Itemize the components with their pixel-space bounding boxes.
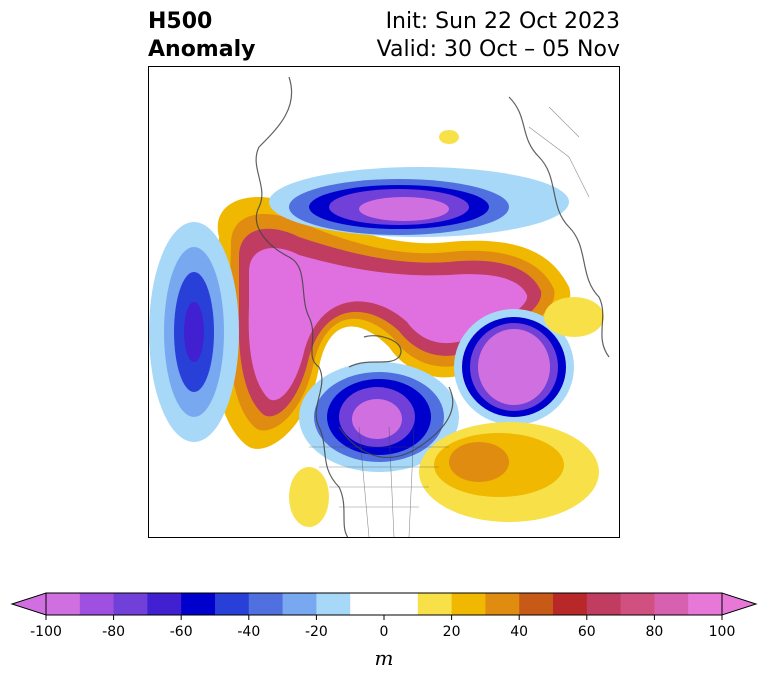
colorbar-tick-label: 100 xyxy=(708,624,736,640)
colorbar-tick-label: -40 xyxy=(237,624,261,640)
valid-range: Valid: 30 Oct – 05 Nov xyxy=(376,37,620,62)
colorbar-segment xyxy=(113,593,148,615)
arctic-ridge xyxy=(212,197,571,449)
colorbar-segments xyxy=(10,592,758,616)
colorbar-ticks xyxy=(45,615,723,620)
colorbar-tick-label: -20 xyxy=(304,624,328,640)
colorbar-segment xyxy=(282,593,317,615)
borders xyxy=(309,106,590,537)
atlantic-ridge xyxy=(289,130,604,527)
colorbar-segment xyxy=(519,593,554,615)
colorbar-under-triangle xyxy=(10,592,47,616)
anomaly-map xyxy=(148,66,620,538)
pacific-trough xyxy=(149,222,239,442)
colorbar-segment xyxy=(553,593,588,615)
colorbar-tick-label: -100 xyxy=(30,624,62,640)
colorbar-segment xyxy=(620,593,655,615)
colorbar-tick-label: 20 xyxy=(442,624,461,640)
map-dates: Init: Sun 22 Oct 2023 Valid: 30 Oct – 05… xyxy=(377,8,620,64)
colorbar-tick-label: 60 xyxy=(577,624,596,640)
colorbar-unit-label: m xyxy=(374,646,394,670)
colorbar-segment xyxy=(350,593,419,615)
init-date: Init: Sun 22 Oct 2023 xyxy=(385,9,620,34)
colorbar-tick-label: 0 xyxy=(379,624,389,640)
colorbar-segment xyxy=(654,593,689,615)
hudson-bay-trough xyxy=(269,167,569,237)
colorbar-segment xyxy=(586,593,622,615)
colorbar-segment xyxy=(417,593,453,615)
colorbar-tick-label: -60 xyxy=(169,624,193,640)
colorbar-segment xyxy=(316,593,351,615)
eastern-us-trough xyxy=(299,362,459,472)
north-atlantic-trough xyxy=(454,309,574,425)
title-type: Anomaly xyxy=(148,37,256,62)
map-canvas xyxy=(149,76,610,537)
colorbar-tick-label: 40 xyxy=(510,624,529,640)
colorbar-segment xyxy=(248,593,284,615)
colorbar-segment xyxy=(451,593,486,615)
colorbar-tick-label: -80 xyxy=(102,624,126,640)
colorbar xyxy=(10,592,758,620)
map-title: H500 Anomaly xyxy=(148,8,255,64)
colorbar-segment xyxy=(46,593,81,615)
colorbar-segment xyxy=(147,593,182,615)
colorbar-segment xyxy=(181,593,216,615)
title-variable: H500 xyxy=(148,9,213,34)
colorbar-segment xyxy=(79,593,115,615)
colorbar-segment xyxy=(485,593,520,615)
colorbar-segment xyxy=(215,593,250,615)
colorbar-segment xyxy=(688,593,723,615)
colorbar-tick-label: 80 xyxy=(645,624,664,640)
colorbar-over-triangle xyxy=(721,592,758,616)
